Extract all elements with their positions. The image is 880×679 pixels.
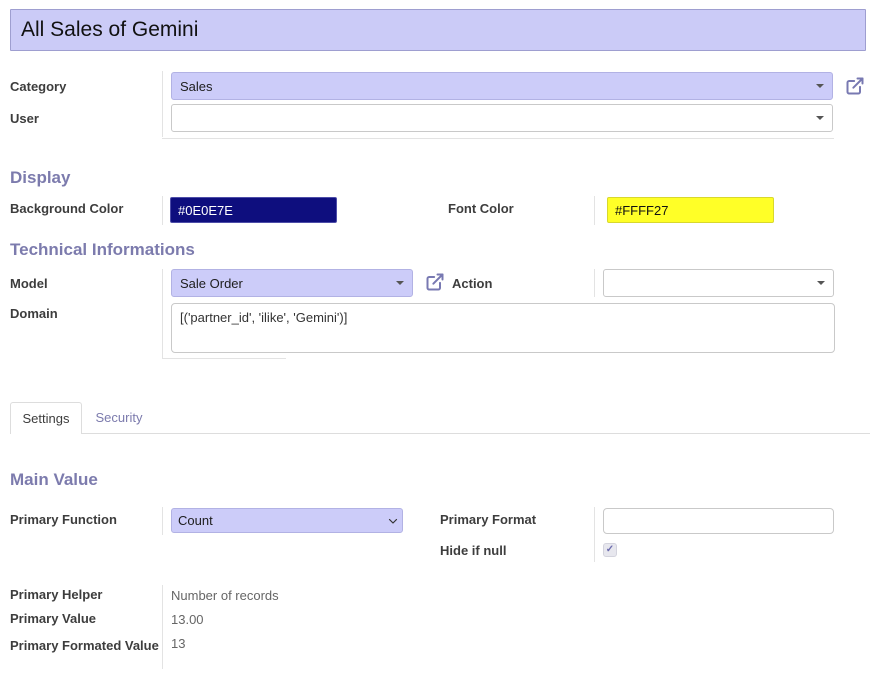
hide-if-null-label: Hide if null — [440, 543, 507, 558]
external-link-icon[interactable] — [425, 272, 445, 292]
separator — [162, 196, 163, 225]
caret-down-icon — [816, 84, 824, 88]
primary-value-value: 13.00 — [171, 612, 204, 627]
primary-formatted-value-label: Primary Formated Value — [10, 638, 159, 653]
tab-security[interactable]: Security — [95, 410, 143, 425]
tab-settings[interactable]: Settings — [10, 402, 82, 434]
separator — [162, 358, 286, 359]
display-heading: Display — [10, 168, 71, 187]
primary-helper-value: Number of records — [171, 588, 279, 603]
category-field[interactable]: Sales — [171, 72, 833, 100]
category-value: Sales — [180, 78, 213, 94]
action-label: Action — [452, 276, 493, 291]
separator — [162, 507, 163, 535]
primary-format-label: Primary Format — [440, 512, 537, 527]
primary-function-select[interactable]: Count — [171, 508, 403, 533]
model-label: Model — [10, 276, 48, 291]
font-color-input[interactable] — [607, 197, 774, 223]
caret-down-icon — [396, 281, 404, 285]
separator — [594, 507, 595, 562]
external-link-icon[interactable] — [845, 76, 865, 96]
category-label: Category — [10, 79, 67, 94]
primary-value-label: Primary Value — [10, 611, 96, 626]
background-color-label: Background Color — [10, 201, 124, 216]
primary-function-label: Primary Function — [10, 512, 117, 527]
background-color-input[interactable] — [170, 197, 337, 223]
font-color-label: Font Color — [448, 201, 514, 216]
main-value-heading: Main Value — [10, 470, 98, 489]
caret-down-icon — [816, 116, 824, 120]
check-icon: ✓ — [605, 544, 615, 555]
domain-label: Domain — [10, 306, 58, 321]
separator — [162, 71, 163, 137]
domain-textarea[interactable]: [('partner_id', 'ilike', 'Gemini')] — [171, 303, 835, 353]
user-label: User — [10, 111, 39, 126]
separator — [594, 196, 595, 225]
separator — [162, 269, 163, 358]
user-field[interactable] — [171, 104, 833, 132]
caret-down-icon — [817, 281, 825, 285]
separator — [162, 585, 163, 669]
primary-helper-label: Primary Helper — [10, 587, 103, 602]
name-input[interactable] — [10, 9, 866, 51]
primary-formatted-value-value: 13 — [171, 636, 186, 651]
separator — [10, 433, 870, 434]
model-value: Sale Order — [180, 275, 243, 291]
primary-format-input[interactable] — [603, 508, 834, 534]
separator — [162, 138, 834, 139]
model-field[interactable]: Sale Order — [171, 269, 413, 297]
separator — [594, 269, 595, 297]
action-field[interactable] — [603, 269, 834, 297]
technical-informations-heading: Technical Informations — [10, 240, 195, 259]
hide-if-null-checkbox[interactable]: ✓ — [603, 543, 617, 557]
